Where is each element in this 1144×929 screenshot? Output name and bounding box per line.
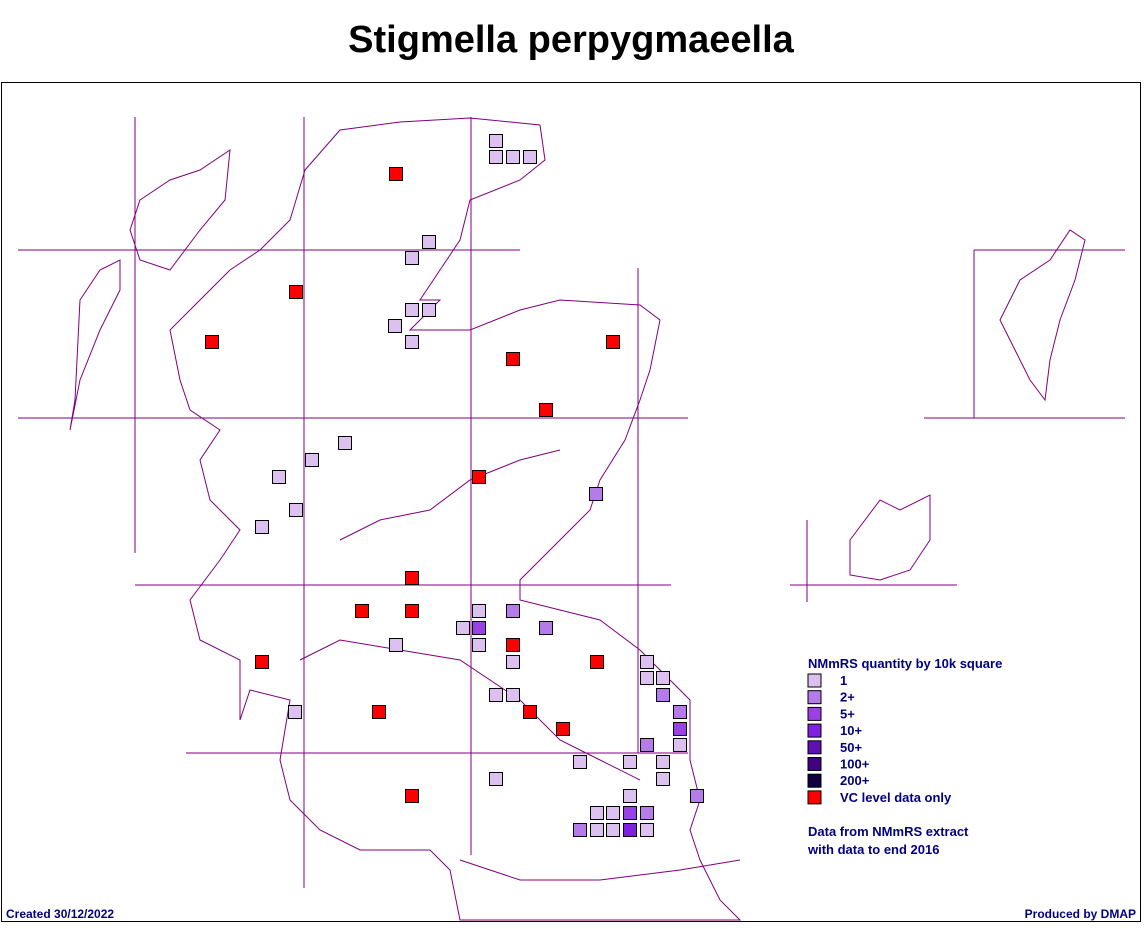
coastline	[69, 117, 1086, 921]
record-square	[422, 235, 436, 249]
legend-label: 50+	[840, 740, 862, 755]
legend-heading: NMmRS quantity by 10k square	[808, 656, 1002, 671]
record-square	[573, 755, 587, 769]
record-square	[640, 655, 654, 669]
record-square	[506, 604, 520, 618]
legend-label: 5+	[840, 706, 855, 721]
record-square	[590, 806, 604, 820]
record-square	[489, 772, 503, 786]
record-square	[405, 335, 419, 349]
record-square	[656, 671, 670, 685]
record-square	[623, 806, 637, 820]
record-square	[472, 604, 486, 618]
record-square	[623, 755, 637, 769]
record-square	[640, 738, 654, 752]
record-square	[523, 705, 537, 719]
record-square	[389, 638, 403, 652]
record-square	[640, 806, 654, 820]
record-square	[590, 823, 604, 837]
record-square	[673, 738, 687, 752]
record-square	[389, 167, 403, 181]
record-square	[288, 705, 302, 719]
legend-label: 1	[840, 673, 847, 688]
record-square	[489, 688, 503, 702]
legend-swatch	[807, 773, 822, 788]
record-square	[255, 520, 269, 534]
legend-label: 10+	[840, 723, 862, 738]
record-square	[472, 621, 486, 635]
record-square	[405, 604, 419, 618]
record-square	[590, 655, 604, 669]
record-square	[506, 150, 520, 164]
record-square	[472, 638, 486, 652]
map-frame	[1, 82, 1141, 922]
note-line: with data to end 2016	[807, 842, 939, 857]
legend-label: 2+	[840, 690, 855, 705]
record-square	[606, 335, 620, 349]
legend-swatch	[807, 690, 822, 705]
legend-swatch	[807, 740, 822, 755]
record-square	[606, 823, 620, 837]
note-line: Data from NMmRS extract	[808, 824, 969, 839]
record-square	[405, 571, 419, 585]
record-square	[405, 789, 419, 803]
record-square	[623, 823, 637, 837]
record-square	[656, 755, 670, 769]
legend-swatch	[807, 757, 822, 771]
record-square	[640, 671, 654, 685]
record-square	[606, 806, 620, 820]
legend-swatch	[807, 790, 822, 805]
record-square	[506, 638, 520, 652]
record-square	[456, 621, 470, 635]
legend-swatch	[807, 706, 822, 721]
legend: NMmRS quantity by 10k square 1 2+5+ 10+ 50+…	[807, 656, 1002, 805]
record-square	[422, 303, 436, 317]
record-square	[556, 722, 570, 736]
record-square	[489, 150, 503, 164]
legend-swatch	[807, 723, 822, 738]
record-square	[673, 722, 687, 736]
record-square	[305, 453, 319, 467]
record-square	[205, 335, 219, 349]
record-square	[539, 621, 553, 635]
record-square	[405, 251, 419, 265]
title: Stigmella perpygmaeella	[348, 19, 794, 61]
record-square	[272, 470, 286, 484]
record-square	[573, 823, 587, 837]
grid-lines	[18, 117, 1125, 888]
record-square	[656, 688, 670, 702]
record-square	[656, 772, 670, 786]
producer: Produced by DMAP	[1025, 907, 1136, 921]
record-square	[338, 436, 352, 450]
record-square	[472, 470, 486, 484]
legend-label: VC level data only	[840, 790, 952, 805]
record-square	[589, 487, 603, 501]
record-square	[640, 823, 654, 837]
record-square	[289, 285, 303, 299]
record-square	[506, 655, 520, 669]
legend-label: 100+	[840, 757, 870, 772]
record-square	[388, 319, 402, 333]
record-square	[673, 705, 687, 719]
record-square	[489, 134, 503, 148]
record-square	[405, 303, 419, 317]
record-square	[539, 403, 553, 417]
record-square	[255, 655, 269, 669]
record-square	[623, 789, 637, 803]
record-square	[289, 503, 303, 517]
legend-label: 200+	[840, 773, 870, 788]
record-square	[506, 688, 520, 702]
record-square	[372, 705, 386, 719]
created-date: Created 30/12/2022	[6, 907, 114, 921]
record-square	[690, 789, 704, 803]
record-square	[506, 352, 520, 366]
legend-swatch	[807, 673, 822, 688]
record-square	[523, 150, 537, 164]
record-square	[355, 604, 369, 618]
record-squares	[205, 134, 704, 837]
